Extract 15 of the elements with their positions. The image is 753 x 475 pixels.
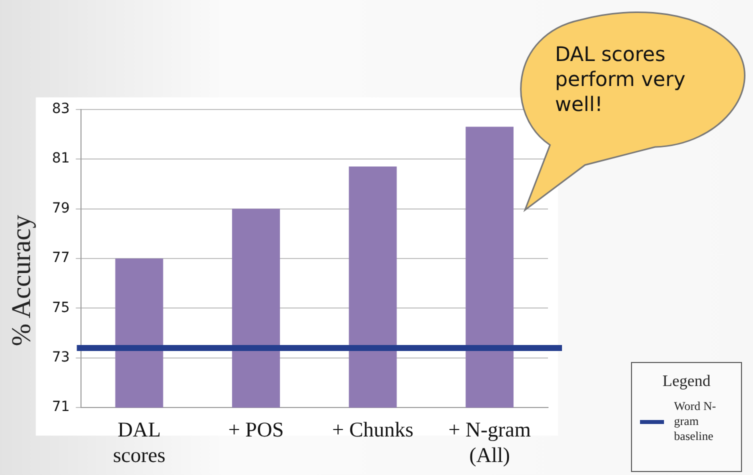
legend-label: Word N-gram baseline [674, 399, 718, 444]
legend-title: Legend [662, 373, 712, 391]
y-axis-title: % Accuracy [6, 214, 38, 346]
x-tick-label: + N-gram (All) [448, 418, 531, 467]
y-tick-label: 71 [52, 399, 70, 416]
y-tick-label: 83 [52, 101, 70, 118]
x-tick-label: + Chunks [332, 418, 414, 442]
x-tick-label: + POS [228, 418, 284, 442]
y-tick-label: 79 [52, 200, 70, 216]
text: DAL scores perform very well! [555, 42, 686, 117]
y-tick-label: 73 [52, 350, 70, 366]
y-tick-label: 75 [52, 300, 70, 316]
x-tick-label: DAL scores [112, 418, 166, 467]
y-tick-label: 77 [52, 250, 70, 266]
y-tick-label: 81 [52, 150, 70, 167]
